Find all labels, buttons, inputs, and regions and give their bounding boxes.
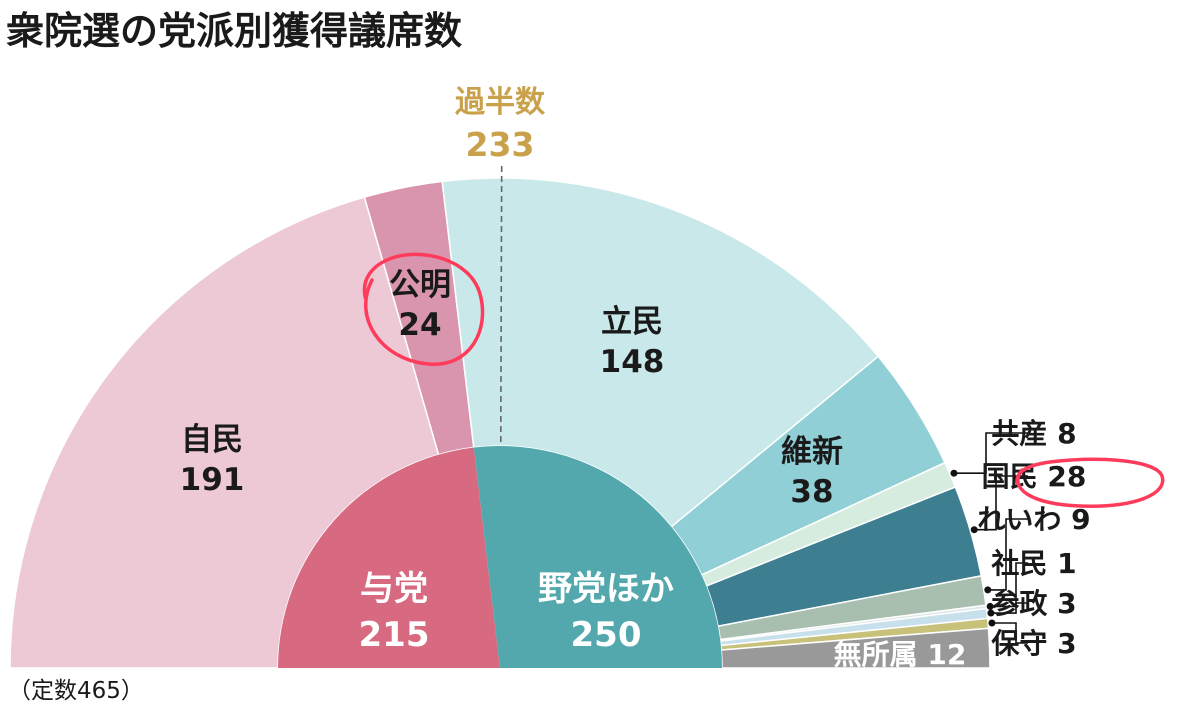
leader-line-7 [990,562,1028,608]
coalition-segment-0 [278,447,500,668]
party-label-2: 立民 148 [600,304,665,380]
highlight-circle-komei [362,252,485,366]
majority-line [499,166,503,447]
leader-line-4 [953,432,1028,474]
leader-line-6 [987,518,1028,591]
coalition-label-1: 野党ほか 250 [538,569,674,655]
party-label-6: れいわ 9 [977,503,1090,536]
party-label-3: 維新 38 [781,434,843,510]
coalition-segment-1 [473,446,722,668]
leader-line-5 [974,475,1028,531]
highlight-circle-kokumin [1015,457,1165,508]
majority-value: 233 [466,125,535,164]
leader-line-8 [990,602,1028,614]
highlight-circles [362,252,1165,508]
party-label-9: 保守 3 [991,627,1076,660]
party-label-7: 社民 1 [991,547,1076,580]
chart-note: （定数465） [8,678,144,704]
coalition-label-0: 与党 215 [359,569,430,655]
party-label-4: 共産 8 [991,417,1076,450]
inner-ring [278,446,722,668]
party-label-0: 自民 191 [180,422,245,498]
party-label-10: 無所属 12 [834,638,967,671]
segment-labels: 自民 191 公明 24 立民 148 維新 38 与党 215 野党ほか 250 無所属 12 共産 8… [180,267,1091,671]
majority-label: 過半数 [455,85,546,120]
majority-marker: 過半数 233 [455,85,546,447]
chart-title: 衆院選の党派別獲得議席数 [6,9,462,53]
party-label-8: 参政 3 [991,587,1076,620]
leader-lines [950,432,1028,644]
party-label-1: 公明 24 [389,267,451,343]
leader-line-9 [991,622,1028,644]
